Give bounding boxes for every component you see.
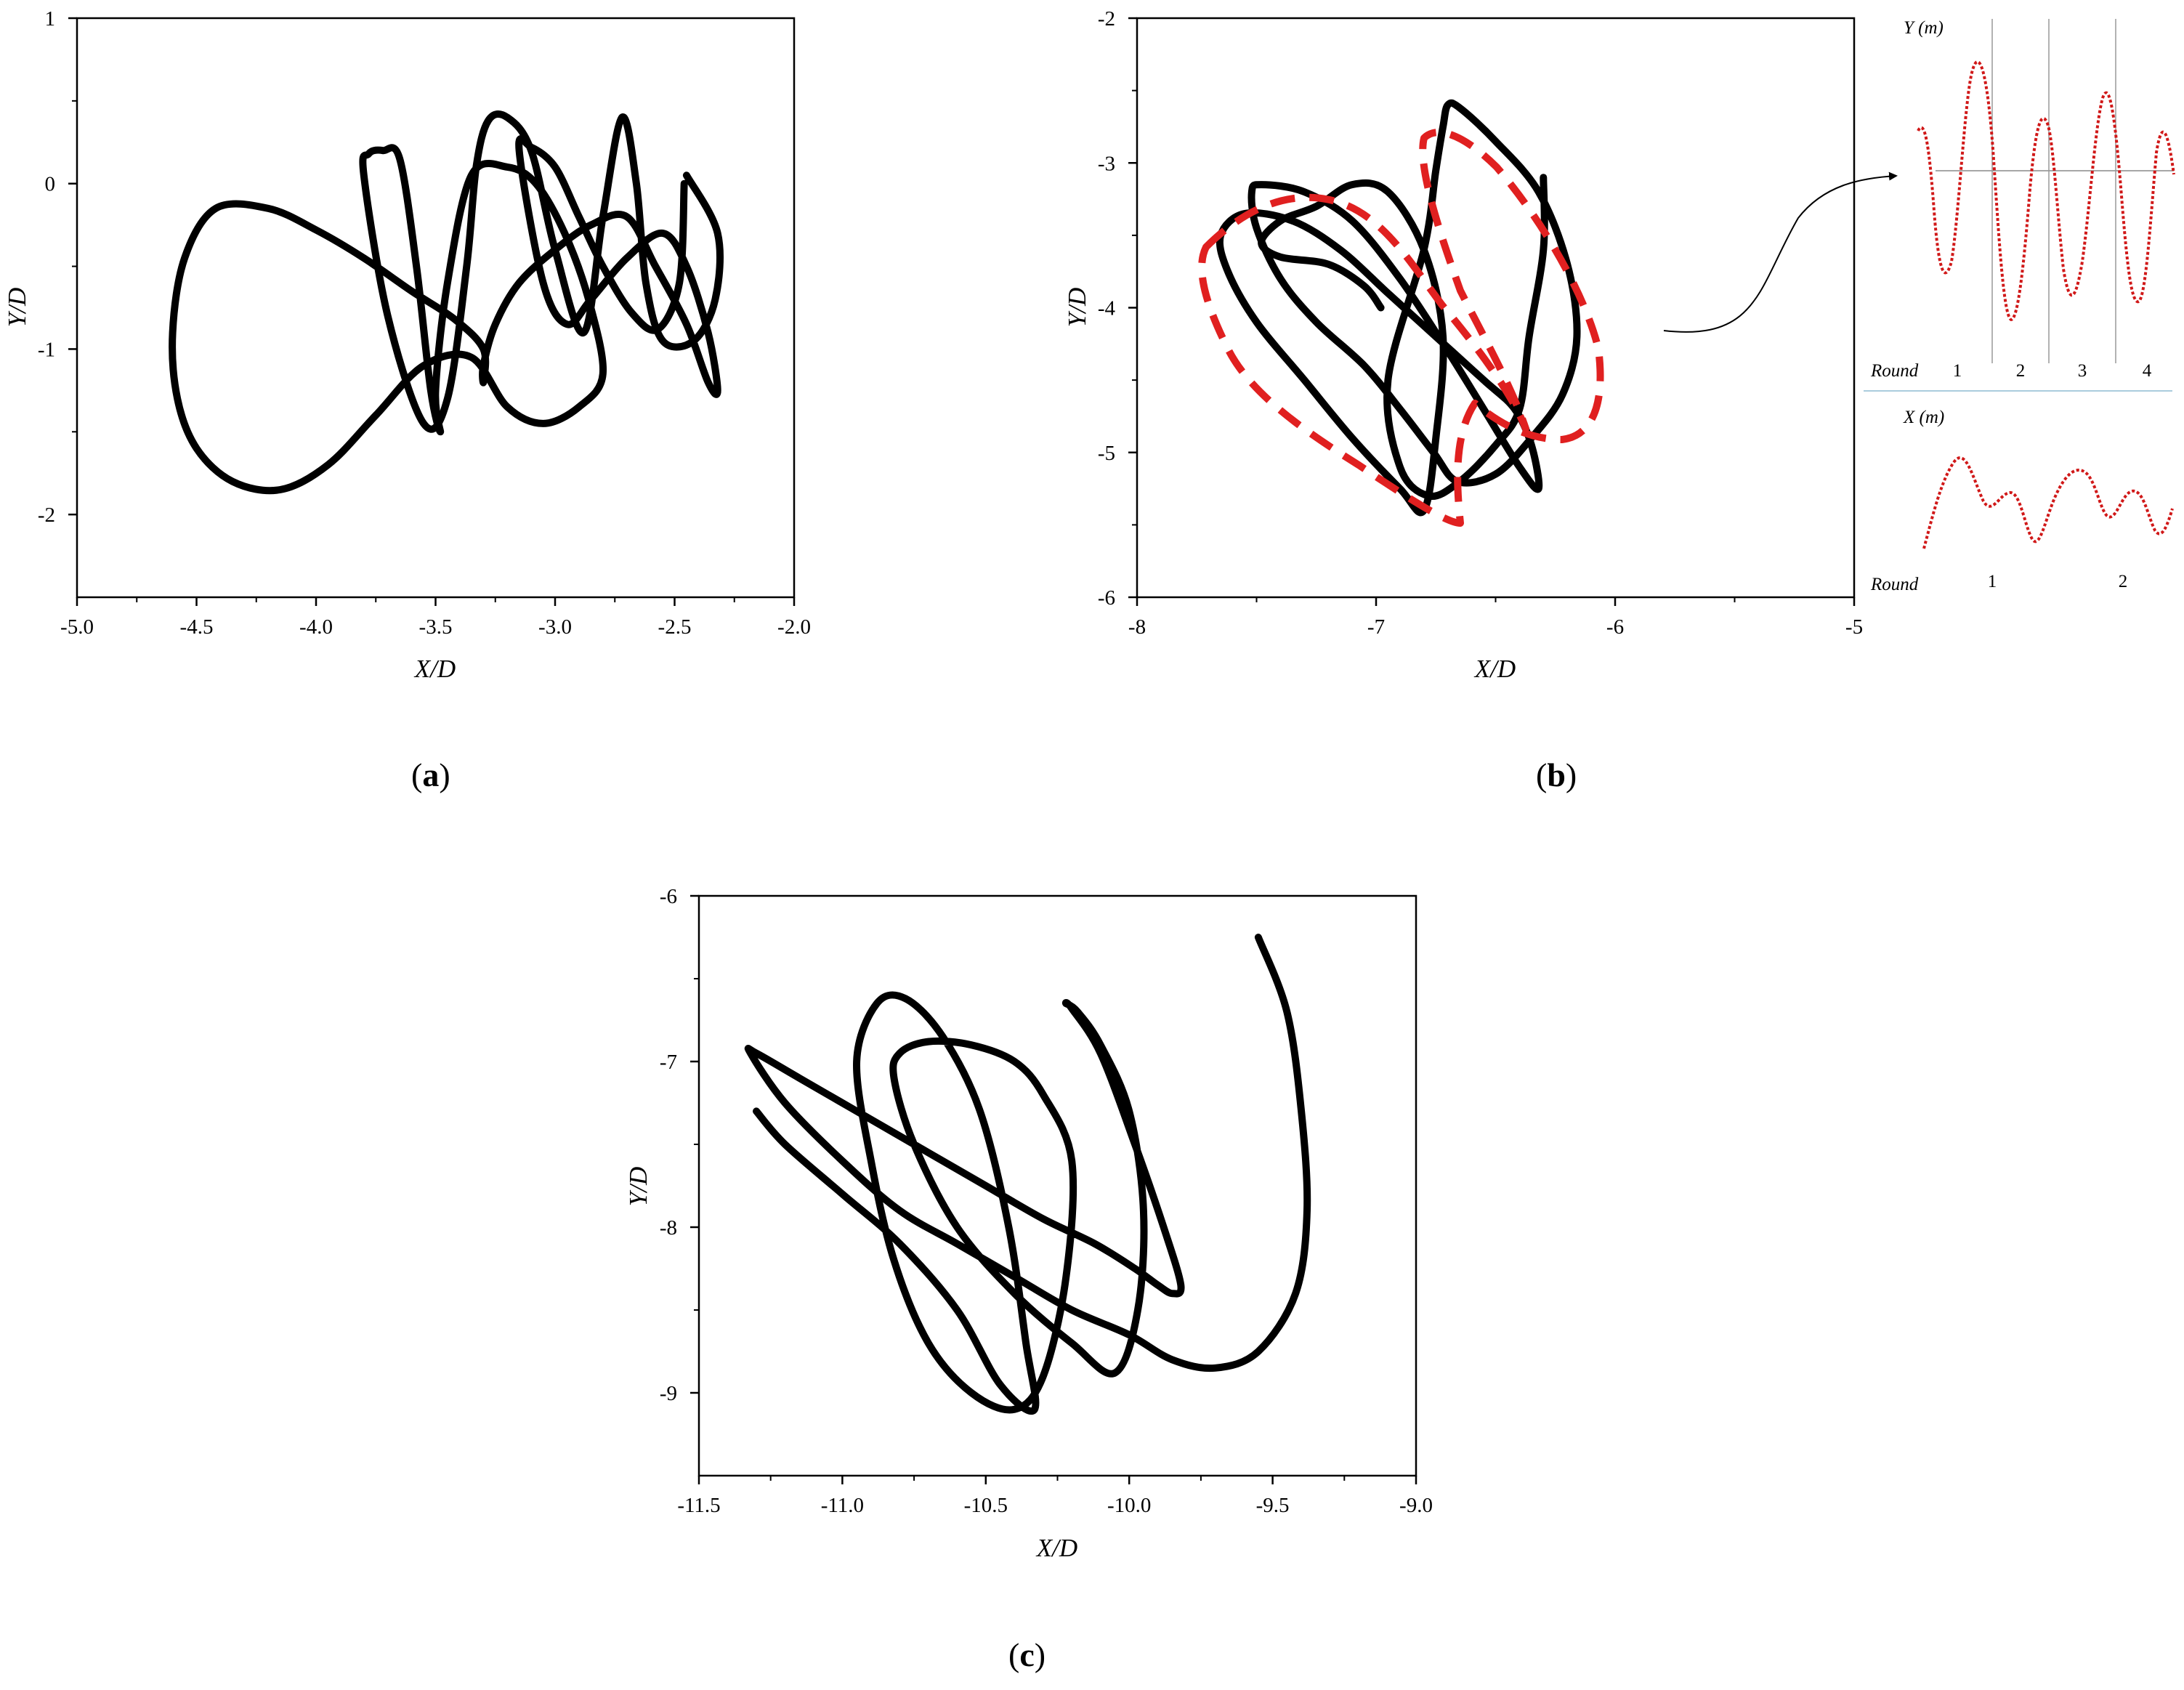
inset-x: X (m) Round 1 2 — [1870, 408, 2174, 594]
x-axis-title-c: X/D — [1035, 1534, 1077, 1562]
caption-letter-a: a — [422, 756, 439, 793]
x-tick-label-b: -5 — [1845, 615, 1863, 639]
y-tick-label-c: -6 — [660, 885, 677, 908]
trajectory-b — [1216, 99, 1581, 517]
inset-x-title: X (m) — [1903, 408, 1944, 427]
y-tick-label-b: -6 — [1098, 586, 1115, 610]
caption-letter-c: c — [1019, 1636, 1034, 1673]
x-tick-label-c: -9.5 — [1256, 1494, 1290, 1517]
inset-connector-arrow — [1663, 171, 1898, 333]
x-axis-title-b: X/D — [1473, 655, 1516, 683]
x-tick-label-b: -7 — [1367, 615, 1385, 639]
inset-y-round-1: 1 — [1953, 361, 1962, 381]
x-tick-label-a: -4.0 — [299, 615, 333, 639]
inset-y-title: Y (m) — [1904, 18, 1944, 38]
highlight-loop-b — [1198, 129, 1604, 527]
inset-x-round-label: Round — [1870, 575, 1919, 594]
x-tick-label-a: -4.5 — [180, 615, 214, 639]
inset-y-round-4: 4 — [2143, 361, 2152, 381]
x-tick-label-a: -3.5 — [419, 615, 453, 639]
y-tick-label-a: -2 — [38, 504, 55, 527]
x-tick-label-c: -11.0 — [821, 1494, 864, 1517]
x-tick-label-a: -2.5 — [658, 615, 692, 639]
y-tick-label-a: -1 — [38, 338, 55, 361]
y-axis-title-a: Y/D — [3, 288, 31, 327]
inset-x-round-1: 1 — [1988, 572, 1997, 591]
x-tick-label-c: -10.0 — [1107, 1494, 1151, 1517]
y-tick-label-b: -3 — [1098, 152, 1115, 175]
panel-a: -5.0 -4.5 -4.0 -3.5 -3.0 -2.5 -2.0 1 0 -1 -2 X/D Y… — [3, 7, 811, 793]
x-tick-label-b: -8 — [1128, 615, 1146, 639]
x-tick-label-b: -6 — [1606, 615, 1624, 639]
y-axis-title-b: Y/D — [1063, 288, 1091, 327]
ticks-b: -8 -7 -6 -5 -2 -3 -4 -5 -6 — [1098, 7, 1863, 639]
inset-x-trace — [1922, 456, 2174, 549]
y-tick-label-c: -7 — [660, 1051, 677, 1074]
ticks-a: -5.0 -4.5 -4.0 -3.5 -3.0 -2.5 -2.0 1 0 -1 -2 — [38, 7, 811, 639]
x-tick-label-a: -2.0 — [777, 615, 811, 639]
x-axis-title-a: X/D — [413, 655, 456, 683]
y-tick-label-a: 1 — [45, 7, 56, 31]
y-tick-label-c: -8 — [660, 1216, 677, 1240]
caption-b: (b) — [1536, 756, 1577, 793]
panel-b: -8 -7 -6 -5 -2 -3 -4 -5 -6 X/D Y/D (b) Y (m) Rou… — [1063, 7, 2175, 793]
y-tick-label-b: -2 — [1098, 7, 1115, 31]
trajectory-a — [169, 110, 724, 495]
ticks-c: -11.5 -11.0 -10.5 -10.0 -9.5 -9.0 -6 -7 -8 -9 — [660, 885, 1433, 1517]
y-tick-label-b: -4 — [1098, 297, 1116, 320]
caption-a: (a) — [411, 756, 450, 793]
caption-c: (c) — [1008, 1636, 1046, 1673]
y-tick-label-b: -5 — [1098, 442, 1115, 465]
inset-y-trace — [1917, 60, 2175, 322]
x-tick-label-c: -9.0 — [1399, 1494, 1433, 1517]
x-tick-label-c: -10.5 — [964, 1494, 1008, 1517]
inset-y-round-label: Round — [1870, 361, 1919, 381]
trajectory-c — [744, 934, 1311, 1415]
y-tick-label-a: 0 — [45, 173, 56, 196]
y-axis-title-c: Y/D — [624, 1167, 652, 1206]
x-tick-label-c: -11.5 — [677, 1494, 720, 1517]
inset-x-round-2: 2 — [2119, 572, 2128, 591]
x-tick-label-a: -3.0 — [538, 615, 572, 639]
panel-c: -11.5 -11.0 -10.5 -10.0 -9.5 -9.0 -6 -7 -8 -9 X/D… — [624, 885, 1433, 1673]
inset-y-round-2: 2 — [2016, 361, 2026, 381]
x-tick-label-a: -5.0 — [60, 615, 94, 639]
y-tick-label-c: -9 — [660, 1382, 677, 1405]
inset-y: Y (m) Round 1 2 3 4 — [1864, 18, 2175, 392]
inset-y-round-3: 3 — [2078, 361, 2087, 381]
caption-letter-b: b — [1547, 756, 1566, 793]
